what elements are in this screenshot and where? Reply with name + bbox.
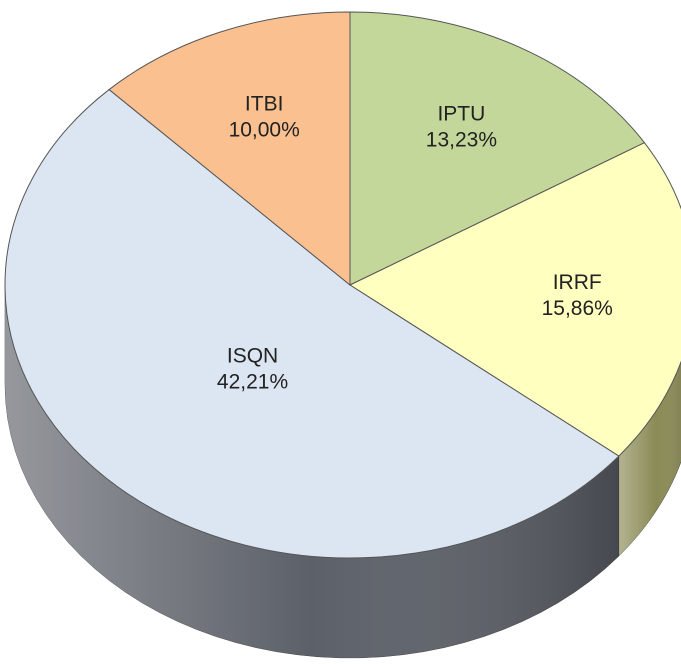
slice-value: 15,86% [542,297,613,320]
pie-tops [4,11,681,559]
pie-slice [108,11,351,287]
pie-sides [4,284,681,659]
slice-label: ITBI [245,93,284,116]
pie-slice [348,142,681,457]
pie-side-shade [618,361,681,557]
slice-value: 10,00% [229,119,300,142]
slice-label: IRRF [553,271,602,294]
labels: IPTU 13,23% IRRF 15,86% ISQN 42,21% ITBI 10,00% [217,93,613,394]
slice-value: 42,21% [217,370,288,393]
pie-side-shade [5,285,619,658]
pie-slice [349,11,646,286]
slice-label: ISQN [227,344,278,367]
slice-value: 13,23% [426,128,497,151]
slice-label: IPTU [437,102,485,125]
pie-slice [4,88,620,559]
